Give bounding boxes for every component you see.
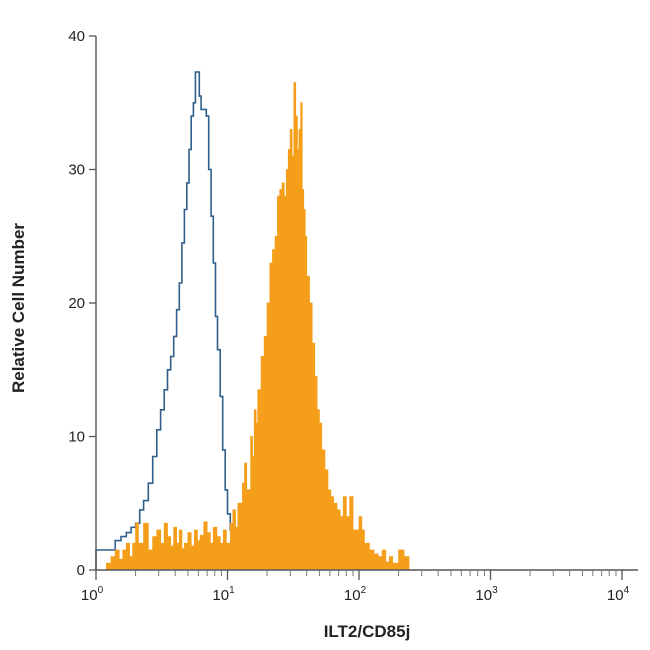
ticks-layer: 0 10 20 30 40 100 101 102 103 104 bbox=[68, 28, 629, 604]
x-tick-label: 100 bbox=[81, 585, 104, 604]
y-tick-label: 20 bbox=[68, 295, 85, 312]
x-axis-title: ILT2/CD85j bbox=[324, 622, 411, 641]
x-tick-label: 104 bbox=[607, 585, 630, 604]
y-tick-label: 40 bbox=[68, 28, 85, 45]
y-tick-label: 10 bbox=[68, 429, 85, 446]
x-tick-label: 102 bbox=[344, 585, 367, 604]
sample-histogram-filled bbox=[96, 82, 410, 571]
series-layer bbox=[95, 71, 410, 571]
x-tick-label: 103 bbox=[475, 585, 498, 604]
y-axis-title: Relative Cell Number bbox=[9, 223, 28, 393]
x-tick-label: 101 bbox=[212, 585, 235, 604]
axes-layer bbox=[95, 36, 638, 571]
y-tick-label: 30 bbox=[68, 162, 85, 179]
y-tick-label: 0 bbox=[77, 562, 85, 579]
